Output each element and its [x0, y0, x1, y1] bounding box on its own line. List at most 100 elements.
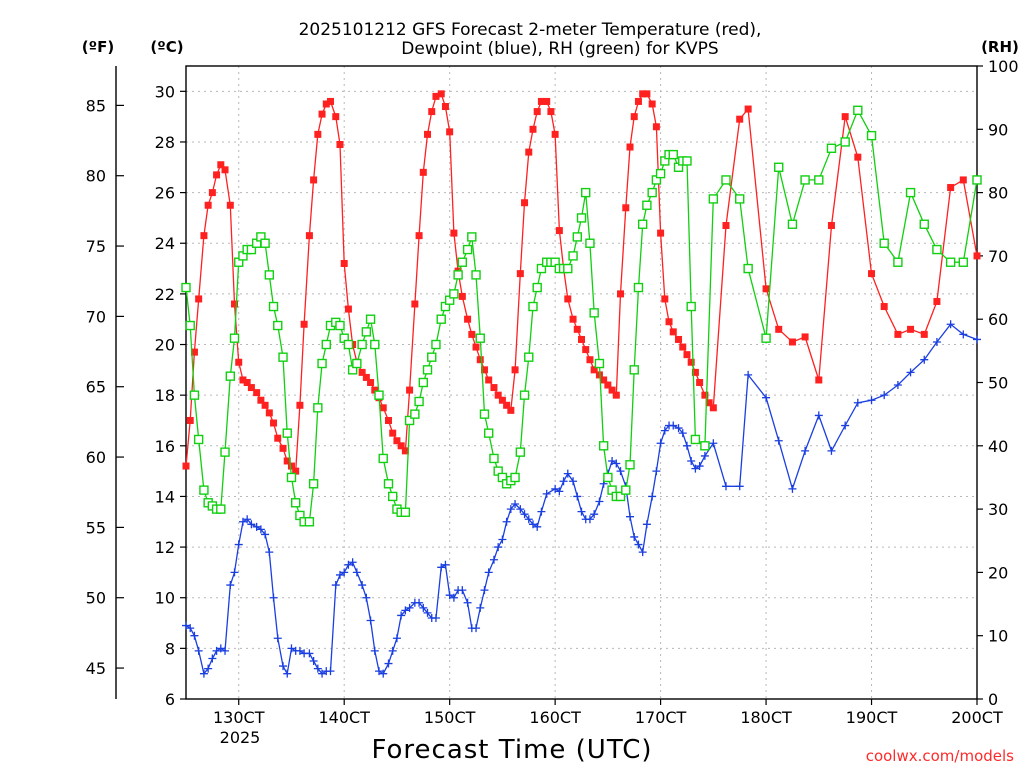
dewpoint-point [841, 421, 850, 430]
dewpoint-point [309, 657, 318, 666]
temperature-point [274, 434, 282, 442]
dewpoint-point [269, 593, 278, 602]
temperature-point [243, 379, 251, 386]
temperature-point [533, 108, 541, 116]
temperature-point [239, 376, 247, 384]
rh-point [853, 105, 863, 116]
rh-point [273, 320, 283, 331]
temperature-point [507, 406, 515, 414]
rh-point [453, 270, 463, 280]
temperature-point [564, 295, 572, 303]
time-tick-label: 140CT [318, 708, 370, 727]
temperature-point [310, 176, 318, 184]
temperature-point [340, 259, 348, 267]
dewpoint-point [295, 646, 304, 655]
dewpoint-point [379, 669, 388, 678]
dewpoint-point [441, 560, 450, 569]
rh-point [655, 168, 666, 179]
dewpoint-point [630, 532, 639, 541]
rh-point [972, 175, 982, 185]
temperature-point [326, 97, 334, 105]
temperature-point [393, 437, 401, 445]
temperature-point [679, 343, 687, 351]
rh-point [370, 339, 380, 350]
celsius-tick-label: 28 [155, 133, 175, 152]
temperature-point [257, 396, 265, 404]
celsius-tick-label: 8 [165, 639, 175, 658]
temperature-point [296, 401, 304, 409]
dewpoint-point [569, 477, 578, 486]
celsius-tick-label: 16 [155, 437, 175, 456]
temperature-point [604, 381, 612, 389]
temperature-point [537, 97, 545, 105]
rh-point [774, 162, 784, 172]
dewpoint-point [494, 543, 503, 552]
rh-point [308, 479, 319, 489]
dewpoint-point [230, 568, 239, 577]
rh-point [189, 390, 200, 400]
temperature-point [371, 386, 379, 394]
temperature-point [498, 396, 506, 404]
temperature-point [322, 100, 330, 108]
rh-point [268, 301, 279, 312]
rh-point [690, 434, 701, 445]
rh-point [743, 263, 753, 274]
dewpoint-point [419, 603, 428, 612]
rh-point [598, 441, 609, 451]
rh-point [352, 358, 362, 369]
rh-point [532, 282, 542, 293]
rh-point [436, 314, 446, 324]
rh-point [286, 472, 297, 483]
dewpoint-point [506, 505, 515, 514]
rh-tick-label: 80 [988, 184, 1008, 203]
rh-point [260, 238, 270, 248]
rh-point [642, 200, 652, 210]
temperature-point [406, 386, 414, 394]
dewpoint-point [656, 439, 665, 448]
temperature-point [195, 295, 203, 303]
dewpoint-line [185, 323, 978, 676]
dewpoint-point [186, 624, 195, 633]
dewpoint-point [273, 634, 282, 643]
temperature-point [854, 153, 862, 161]
temperature-point [521, 199, 529, 207]
dewpoint-point [405, 603, 414, 612]
dewpoint-point [261, 530, 270, 539]
temperature-point [648, 100, 656, 108]
dewpoint-point [595, 497, 604, 506]
year-label: 2025 [220, 728, 261, 747]
dewpoint-point [660, 426, 669, 435]
time-tick-label: 170CT [635, 708, 687, 727]
dewpoint-point [814, 411, 823, 420]
dewpoint-point [533, 522, 542, 531]
rh-point [515, 447, 526, 457]
dewpoint-point [551, 484, 560, 493]
dewpoint-point [524, 515, 533, 524]
temperature-point [208, 189, 216, 197]
dewpoint-point [392, 634, 401, 643]
dewpoint-point [194, 646, 203, 655]
dewpoint-point [366, 616, 375, 625]
dewpoint-point [226, 581, 235, 590]
dewpoint-point [687, 456, 696, 465]
temperature-point [476, 356, 484, 364]
temperature-point [490, 384, 498, 392]
temperature-point [722, 222, 730, 230]
rh-point [589, 308, 599, 318]
dewpoint-point [252, 522, 261, 531]
temperature-point [634, 97, 642, 105]
rh-point [735, 194, 745, 204]
time-tick-label: 180CT [740, 708, 792, 727]
dewpoint-point [695, 462, 704, 471]
dewpoint-point [801, 446, 810, 455]
temperature-point [643, 90, 651, 98]
temperature-point [283, 457, 291, 465]
dewpoint-point [221, 646, 230, 655]
time-axis: 130CT 140CT 150CT 160CT 170CT 180CT 190CT 200CT [213, 699, 1003, 727]
dewpoint-point [190, 631, 199, 640]
celsius-tick-label: 24 [155, 234, 175, 253]
rh-point [246, 244, 257, 255]
dewpoint-point [946, 320, 955, 329]
temperature-point [744, 105, 752, 113]
temperature-point [503, 401, 511, 409]
